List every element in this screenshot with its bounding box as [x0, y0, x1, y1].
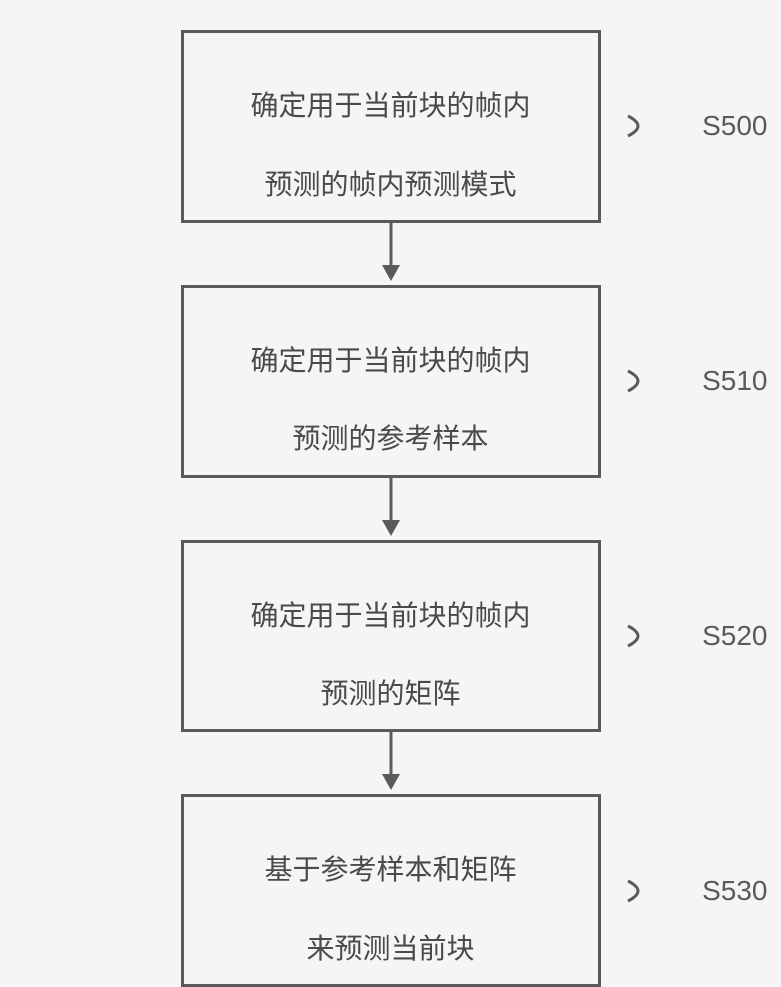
flowchart-node-s530: 基于参考样本和矩阵 来预测当前块 S530: [181, 794, 601, 987]
connector-curve-icon: [623, 621, 683, 651]
arrow-down-icon: [376, 223, 406, 285]
node-text-line2: 预测的参考样本: [292, 424, 488, 455]
arrow-down-icon: [376, 732, 406, 794]
node-text-line2: 来预测当前块: [306, 934, 474, 965]
node-text-line1: 确定用于当前块的帧内: [250, 346, 530, 377]
flowchart-container: 确定用于当前块的帧内 预测的帧内预测模式 S500 确定用于当前块的帧内 预测的…: [40, 30, 741, 987]
arrow-container: [181, 732, 601, 794]
arrow-container: [181, 223, 601, 285]
node-text-line1: 确定用于当前块的帧内: [250, 601, 530, 632]
node-text: 确定用于当前块的帧内 预测的参考样本: [209, 303, 573, 460]
node-text: 确定用于当前块的帧内 预测的矩阵: [209, 558, 573, 715]
node-text-line1: 确定用于当前块的帧内: [250, 91, 530, 122]
node-label: S530: [702, 875, 767, 907]
connector-curve-icon: [623, 111, 683, 141]
node-text-line2: 预测的帧内预测模式: [264, 170, 516, 201]
arrow-container: [181, 478, 601, 540]
flowchart-node-s520: 确定用于当前块的帧内 预测的矩阵 S520: [181, 540, 601, 733]
arrow-down-icon: [376, 478, 406, 540]
flowchart-node-s500: 确定用于当前块的帧内 预测的帧内预测模式 S500: [181, 30, 601, 223]
node-text: 确定用于当前块的帧内 预测的帧内预测模式: [209, 48, 573, 205]
node-text-line2: 预测的矩阵: [320, 679, 460, 710]
connector-curve-icon: [623, 366, 683, 396]
node-label: S510: [702, 365, 767, 397]
node-label: S520: [702, 620, 767, 652]
node-text-line1: 基于参考样本和矩阵: [264, 855, 516, 886]
node-label: S500: [702, 110, 767, 142]
node-text: 基于参考样本和矩阵 来预测当前块: [209, 812, 573, 969]
flowchart-node-s510: 确定用于当前块的帧内 预测的参考样本 S510: [181, 285, 601, 478]
connector-curve-icon: [623, 876, 683, 906]
